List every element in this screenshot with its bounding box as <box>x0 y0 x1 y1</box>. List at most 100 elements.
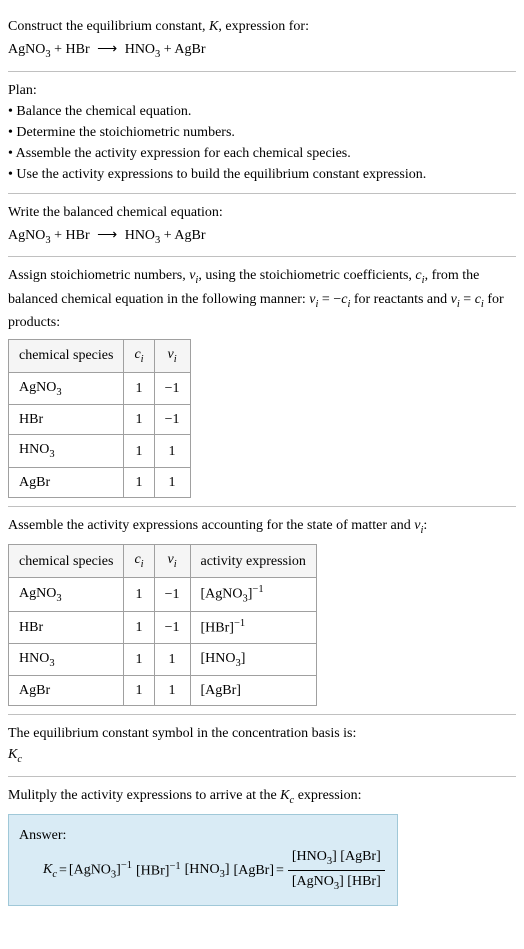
br: [HNO <box>185 862 220 877</box>
table-row: HBr 1 −1 <box>9 405 191 435</box>
term: [HBr]−1 <box>136 859 181 882</box>
K: K <box>280 788 289 803</box>
arrow-icon: ⟶ <box>97 225 117 246</box>
text: for reactants and <box>350 292 450 307</box>
sub-i: i <box>174 354 177 365</box>
col-activity: activity expression <box>190 545 316 578</box>
br: [HBr] <box>136 864 169 879</box>
eq-species: HBr <box>66 228 90 243</box>
sub: 3 <box>49 449 54 460</box>
eq-species: HNO <box>125 228 155 243</box>
table-row: AgNO3 1 −1 <box>9 372 191 405</box>
intro-prefix: Construct the equilibrium constant, <box>8 19 209 34</box>
answer-label: Answer: <box>19 825 387 846</box>
cell-species: AgBr <box>9 467 124 497</box>
multiply-section: Mulitply the activity expressions to arr… <box>8 777 516 914</box>
sub-c: c <box>17 754 22 765</box>
intro-equation: AgNO3 + HBr ⟶ HNO3 + AgBr <box>8 39 516 63</box>
table-header-row: chemical species ci νi <box>9 340 191 373</box>
col-species: chemical species <box>9 545 124 578</box>
eq: = <box>59 860 67 881</box>
table-row: AgNO3 1 −1 [AgNO3]−1 <box>9 577 317 611</box>
br: [HNO <box>292 849 327 864</box>
activity-text: Assemble the activity expressions accoun… <box>8 515 516 539</box>
cell-ci: 1 <box>124 577 154 611</box>
br: [HNO <box>201 651 236 666</box>
text: Mulitply the activity expressions to arr… <box>8 788 280 803</box>
table-header-row: chemical species ci νi activity expressi… <box>9 545 317 578</box>
eq-species: AgBr <box>174 42 205 57</box>
cell-species: HNO3 <box>9 643 124 676</box>
Kc: Kc <box>43 859 57 883</box>
table-row: AgBr 1 1 <box>9 467 191 497</box>
exp: −1 <box>252 584 263 595</box>
k-symbol: K <box>209 19 218 34</box>
col-nui: νi <box>154 545 190 578</box>
kc-text: The equilibrium constant symbol in the c… <box>8 723 516 744</box>
cell-activity: [AgNO3]−1 <box>190 577 316 611</box>
br: ] [HBr] <box>339 874 381 889</box>
cell-ci: 1 <box>124 405 154 435</box>
plan-title: Plan: <box>8 80 516 101</box>
cell-ci: 1 <box>124 372 154 405</box>
text: , using the stoichiometric coefficients, <box>198 268 415 283</box>
term: [AgNO3]−1 <box>69 858 132 883</box>
stoich-section: Assign stoichiometric numbers, νi, using… <box>8 257 516 507</box>
cell-activity: [HBr]−1 <box>190 612 316 644</box>
balanced-title: Write the balanced chemical equation: <box>8 202 516 223</box>
answer-box: Answer: Kc = [AgNO3]−1 [HBr]−1 [HNO3] [A… <box>8 814 398 905</box>
kc-symbol: Kc <box>8 744 516 768</box>
br: [AgNO <box>292 874 334 889</box>
sub-i: i <box>141 354 144 365</box>
cell-nui: −1 <box>154 405 190 435</box>
cell-species: AgNO3 <box>9 372 124 405</box>
plan-section: Plan: • Balance the chemical equation. •… <box>8 72 516 194</box>
table-row: HNO3 1 1 [HNO3] <box>9 643 317 676</box>
denominator: [AgNO3] [HBr] <box>288 871 385 895</box>
plan-bullet: • Determine the stoichiometric numbers. <box>8 122 516 143</box>
text: : <box>423 518 427 533</box>
br: [AgNO <box>69 863 111 878</box>
species: HNO <box>19 651 49 666</box>
text: Assemble the activity expressions accoun… <box>8 518 414 533</box>
term: [AgBr] <box>234 860 274 881</box>
K: K <box>8 747 17 762</box>
sub-i: i <box>174 559 177 570</box>
col-ci: ci <box>124 340 154 373</box>
table-row: AgBr 1 1 [AgBr] <box>9 676 317 706</box>
cell-ci: 1 <box>124 612 154 644</box>
table-row: HNO3 1 1 <box>9 435 191 468</box>
table-row: HBr 1 −1 [HBr]−1 <box>9 612 317 644</box>
col-species: chemical species <box>9 340 124 373</box>
balanced-section: Write the balanced chemical equation: Ag… <box>8 194 516 258</box>
stoich-text: Assign stoichiometric numbers, νi, using… <box>8 265 516 333</box>
cell-ci: 1 <box>124 467 154 497</box>
species: AgNO <box>19 586 56 601</box>
cell-nui: 1 <box>154 643 190 676</box>
K: K <box>43 862 52 877</box>
activity-section: Assemble the activity expressions accoun… <box>8 507 516 716</box>
eq-species: HNO <box>125 42 155 57</box>
arrow-icon: ⟶ <box>97 39 117 60</box>
exp: −1 <box>121 860 132 871</box>
col-nui: νi <box>154 340 190 373</box>
cell-nui: 1 <box>154 435 190 468</box>
cell-nui: 1 <box>154 676 190 706</box>
cell-ci: 1 <box>124 676 154 706</box>
exp: −1 <box>234 618 245 629</box>
cell-species: AgBr <box>9 676 124 706</box>
cell-activity: [AgBr] <box>190 676 316 706</box>
cell-ci: 1 <box>124 643 154 676</box>
eq-plus: + <box>160 42 174 57</box>
br: ] [AgBr] <box>332 849 381 864</box>
kc-symbol-section: The equilibrium constant symbol in the c… <box>8 715 516 777</box>
fraction: [HNO3] [AgBr] [AgNO3] [HBr] <box>288 846 385 894</box>
text: = − <box>318 292 341 307</box>
intro-section: Construct the equilibrium constant, K, e… <box>8 8 516 72</box>
eq-species: AgNO <box>8 228 45 243</box>
species: HNO <box>19 442 49 457</box>
answer-equation: Kc = [AgNO3]−1 [HBr]−1 [HNO3] [AgBr] = [… <box>43 846 387 894</box>
cell-species: HBr <box>9 612 124 644</box>
cell-nui: −1 <box>154 577 190 611</box>
br: ] <box>241 651 246 666</box>
